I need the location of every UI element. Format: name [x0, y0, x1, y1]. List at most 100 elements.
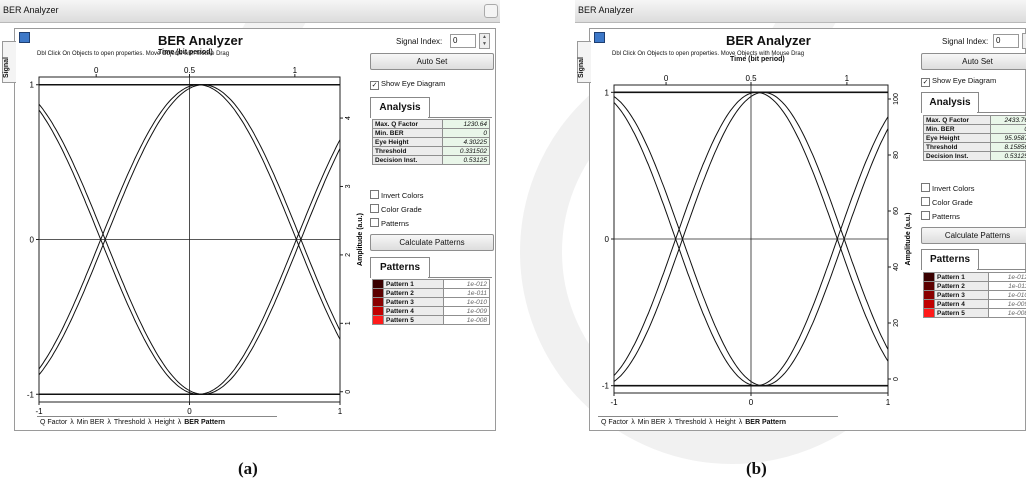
pattern-color-swatch [923, 272, 935, 282]
close-icon[interactable] [484, 4, 498, 18]
ber-analyzer-window-b: BER Analyzer Signal BER Analyzer Dbl Cli… [575, 0, 1026, 435]
color-grade-checkbox[interactable]: Color Grade [921, 197, 973, 207]
x-top-tick-label: 1 [845, 74, 850, 83]
patterns-checkbox[interactable]: Patterns [921, 211, 960, 221]
pattern-name: Pattern 5 [383, 315, 444, 325]
analysis-row: Threshold 8.15856 [922, 142, 1026, 152]
x-tick-label: -1 [610, 398, 618, 407]
signal-side-tab[interactable]: Signal [2, 41, 16, 83]
invert-colors-checkbox[interactable]: Invert Colors [370, 190, 424, 200]
tab-analysis[interactable]: Analysis [921, 92, 979, 113]
eye-trace-rising [38, 84, 341, 370]
show-eye-label: Show Eye Diagram [381, 79, 446, 88]
x-tick-label: 1 [886, 398, 891, 407]
pattern-row: Pattern 3 1e-010 [372, 297, 491, 307]
pattern-color-swatch [372, 306, 384, 316]
color-grade-label: Color Grade [932, 198, 973, 207]
window-title: BER Analyzer [3, 5, 59, 15]
y-right-tick-label: 40 [893, 263, 900, 271]
analysis-value: 0.53125 [990, 151, 1026, 161]
y-tick-label: -1 [27, 390, 35, 399]
signal-side-tab-label: Signal [3, 56, 10, 78]
chart-title: BER Analyzer [726, 33, 811, 48]
pattern-name: Pattern 3 [383, 297, 444, 307]
tab-patterns[interactable]: Patterns [370, 257, 430, 278]
analysis-value: 0.331502 [442, 146, 490, 156]
eye-trace-falling-2 [38, 84, 341, 376]
x-tick-label: 1 [338, 407, 343, 416]
analysis-value: 4.30225 [442, 137, 490, 147]
instructions-text: Dbl Click On Objects to open properties.… [612, 51, 805, 57]
analysis-key: Eye Height [371, 137, 444, 147]
signal-index-input[interactable]: 0 [450, 34, 476, 48]
eye-trace-rising-2 [613, 96, 889, 387]
y-tick-label: 0 [605, 235, 610, 244]
pattern-color-swatch [372, 315, 384, 325]
analysis-key: Min. BER [371, 128, 444, 138]
checkmark-icon: ✓ [370, 81, 379, 90]
pattern-row: Pattern 4 1e-009 [923, 299, 1026, 309]
caption-b: (b) [746, 459, 767, 478]
analysis-key: Max. Q Factor [922, 115, 992, 125]
pattern-value: 1e-010 [988, 290, 1026, 300]
show-eye-checkbox[interactable]: ✓ Show Eye Diagram [370, 79, 446, 90]
tab-divider [428, 117, 492, 118]
spin-arrows-icon[interactable]: ▲▼ [1022, 33, 1026, 49]
calculate-patterns-button[interactable]: Calculate Patterns [921, 227, 1026, 244]
signal-index-input[interactable]: 0 [993, 34, 1019, 48]
spin-arrows-icon[interactable]: ▲▼ [479, 33, 490, 49]
bottom-tab[interactable]: Threshold [113, 419, 145, 426]
y-right-tick-label: 0 [345, 390, 352, 394]
invert-colors-checkbox[interactable]: Invert Colors [921, 183, 975, 193]
analysis-key: Threshold [371, 146, 444, 156]
bottom-tab[interactable]: Threshold [674, 419, 706, 426]
eye-trace-falling-2 [613, 91, 889, 382]
calculate-patterns-button[interactable]: Calculate Patterns [370, 234, 494, 251]
bottom-tab[interactable]: Min BER [76, 419, 105, 426]
bottom-tab[interactable]: Q Factor [601, 419, 629, 426]
auto-set-button[interactable]: Auto Set [370, 53, 494, 70]
tab-analysis[interactable]: Analysis [370, 97, 430, 118]
bottom-tab[interactable]: BER Pattern [745, 419, 787, 426]
ber-analyzer-window-a: BER Analyzer Signal BER Analyzer Dbl Cli… [0, 0, 500, 435]
eye-diagram-plot[interactable]: -1 0 1 0 0.5 1 -1 0 1 0 1 2 3 4 Amplitude (a.u.) [21, 66, 366, 422]
show-eye-checkbox[interactable]: ✓ Show Eye Diagram [921, 76, 996, 87]
bottom-tab[interactable]: Height [154, 419, 175, 426]
patterns-checkbox[interactable]: Patterns [370, 218, 409, 228]
pattern-value: 1e-011 [442, 288, 491, 298]
window-titlebar: BER Analyzer [575, 0, 1026, 23]
pattern-row: Pattern 1 1e-012 [923, 272, 1026, 282]
signal-side-tab-label: Signal [578, 56, 585, 78]
eye-trace-falling [38, 109, 341, 395]
pattern-name: Pattern 2 [933, 281, 990, 291]
window-title: BER Analyzer [578, 5, 634, 15]
analysis-value: 1230.64 [442, 119, 490, 129]
x-tick-label: 0 [749, 398, 754, 407]
color-grade-label: Color Grade [381, 205, 422, 214]
tab-patterns[interactable]: Patterns [921, 249, 979, 270]
y-axis-title: Amplitude (a.u.) [905, 213, 912, 266]
y-right-tick-label: 3 [345, 184, 352, 188]
checkmark-icon: ✓ [921, 78, 930, 87]
invert-colors-label: Invert Colors [932, 184, 975, 193]
analysis-key: Threshold [922, 142, 992, 152]
color-grade-checkbox[interactable]: Color Grade [370, 204, 422, 214]
auto-set-button[interactable]: Auto Set [921, 53, 1026, 70]
tab-divider [977, 112, 1026, 113]
signal-side-tab[interactable]: Signal [577, 41, 591, 83]
bottom-tab[interactable]: Height [715, 419, 736, 426]
bottom-tab[interactable]: BER Pattern [184, 419, 226, 426]
bottom-tab[interactable]: Q Factor [40, 419, 68, 426]
bottom-tab-strip: Q Factor λ Min BER λ Threshold λ Height λ BER Pa… [37, 416, 277, 430]
pattern-row: Pattern 5 1e-008 [923, 308, 1026, 318]
analysis-value: 0.53125 [442, 155, 490, 165]
x-tick-label: 0 [187, 407, 192, 416]
y-right-tick-label: 60 [893, 207, 900, 215]
analyzer-frame: Signal BER Analyzer Dbl Click On Objects… [2, 28, 496, 431]
pattern-row: Pattern 5 1e-008 [372, 315, 491, 325]
bottom-tab[interactable]: Min BER [637, 419, 666, 426]
x-top-tick-label: 0.5 [184, 66, 196, 75]
pattern-name: Pattern 5 [933, 308, 990, 318]
analysis-value: 95.9587 [990, 133, 1026, 143]
